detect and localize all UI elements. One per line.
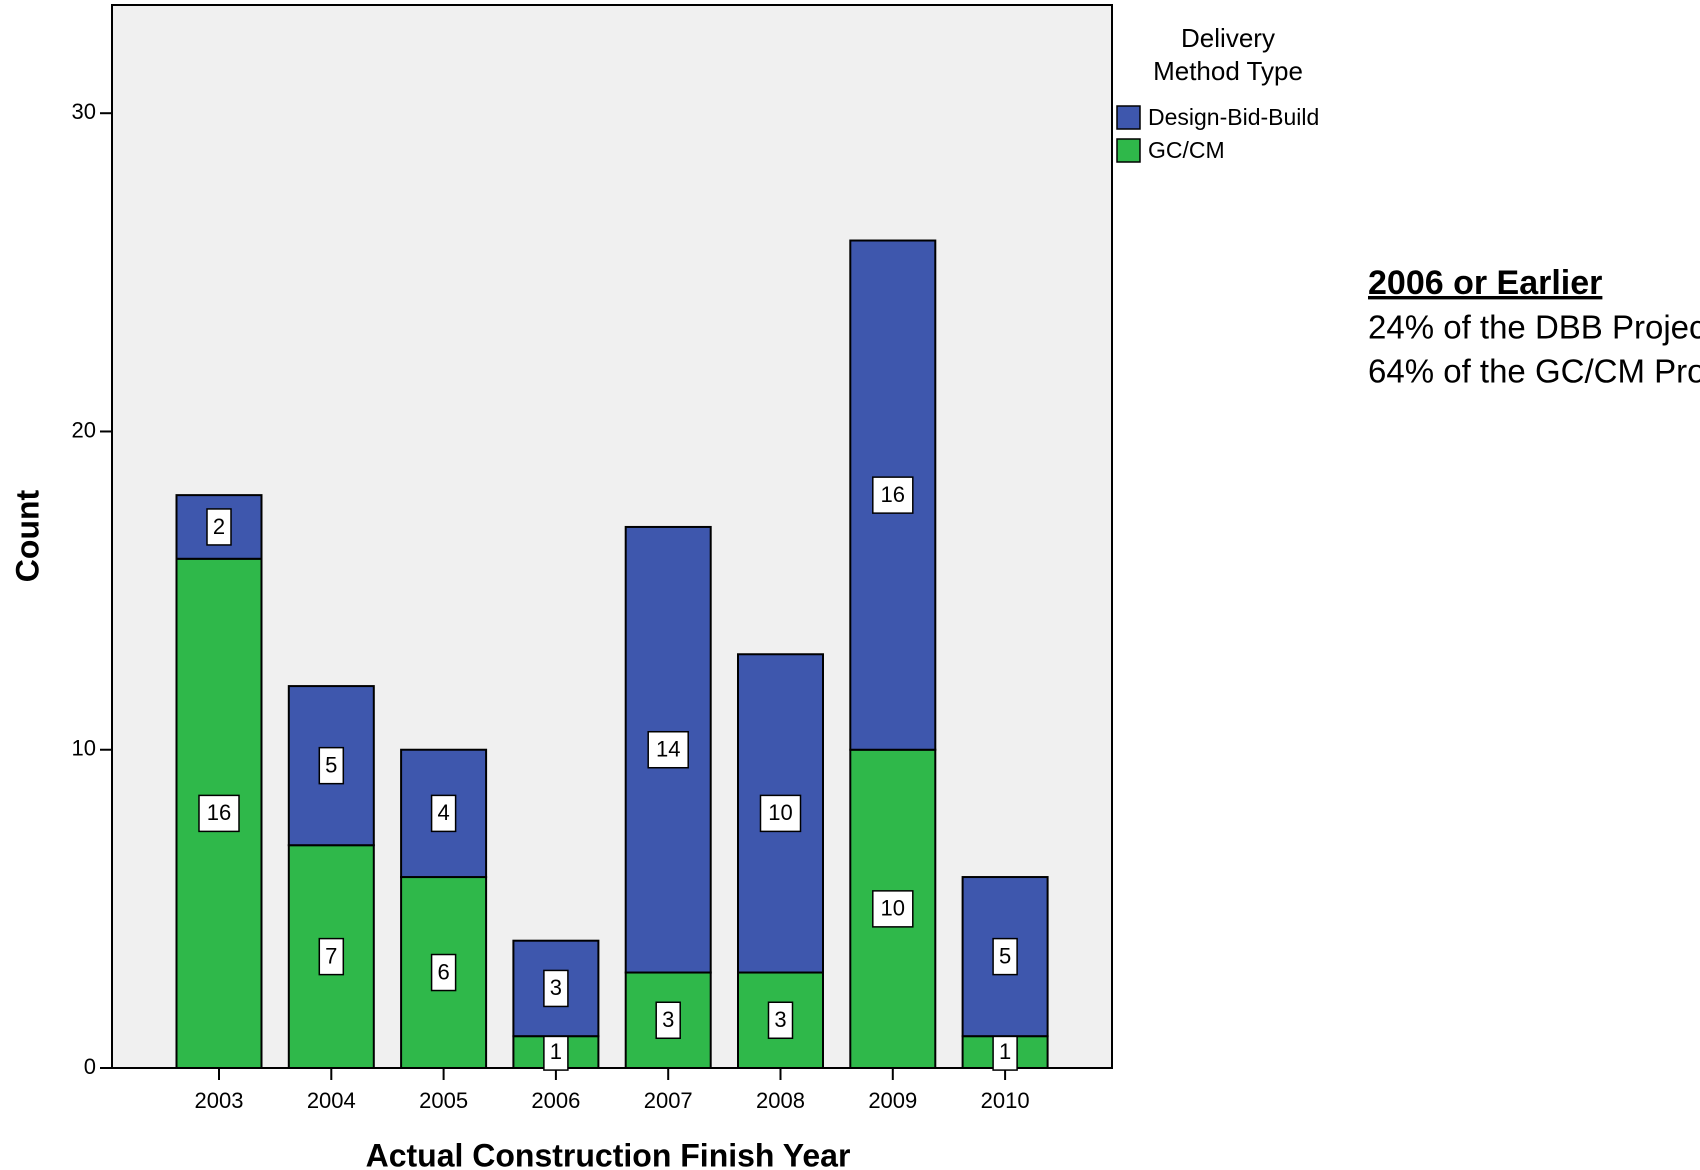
annotation-line: 24% of the DBB Projects <box>1368 309 1700 346</box>
value-label-box <box>992 937 1018 976</box>
value-label-box <box>318 937 345 976</box>
x-tick-label: 2005 <box>419 1088 468 1113</box>
value-label-box <box>872 890 914 928</box>
x-tick-label: 2004 <box>307 1088 356 1113</box>
legend-title: Delivery Method Type <box>1153 23 1303 86</box>
value-label: 14 <box>656 737 680 762</box>
value-label-box <box>647 730 689 769</box>
y-tick-label: 0 <box>84 1054 96 1079</box>
value-label: 10 <box>768 800 792 825</box>
annotation-line: 64% of the GC/CM Projects <box>1368 353 1700 390</box>
value-label: 2 <box>213 514 225 539</box>
value-label-box <box>318 746 345 785</box>
value-label: 4 <box>437 800 449 825</box>
legend-label: GC/CM <box>1148 137 1225 163</box>
legend-label: Design-Bid-Build <box>1148 104 1319 130</box>
x-tick-label: 2006 <box>531 1088 580 1113</box>
value-label: 1 <box>550 1039 562 1064</box>
value-label-box <box>198 794 240 833</box>
bar-segment <box>737 653 824 974</box>
x-tick-label: 2003 <box>195 1088 244 1113</box>
value-label: 7 <box>325 943 337 968</box>
value-label: 3 <box>550 975 562 1000</box>
value-label-box <box>872 476 914 514</box>
value-label-box <box>430 953 457 992</box>
y-tick-label: 30 <box>72 99 96 124</box>
value-label: 6 <box>437 959 449 984</box>
value-label: 1 <box>999 1039 1011 1064</box>
value-label-box <box>655 1001 681 1040</box>
value-label: 5 <box>325 752 337 777</box>
value-label-box <box>767 1001 794 1040</box>
x-axis-label: Actual Construction Finish Year <box>366 1137 851 1170</box>
value-label: 3 <box>662 1007 674 1032</box>
value-label: 16 <box>881 482 905 507</box>
y-axis-label: Count <box>9 489 45 582</box>
value-label: 5 <box>999 943 1011 968</box>
value-label-box <box>430 794 457 833</box>
legend-swatch <box>1116 105 1141 130</box>
annotation-heading: 2006 or Earlier <box>1368 264 1602 302</box>
x-tick-label: 2007 <box>644 1088 693 1113</box>
x-tick-label: 2009 <box>868 1088 917 1113</box>
value-label: 3 <box>774 1007 786 1032</box>
value-label: 16 <box>207 800 231 825</box>
x-tick-label: 2010 <box>981 1088 1030 1113</box>
y-tick-label: 20 <box>72 417 96 442</box>
plot-area <box>111 4 1113 1069</box>
value-label-box <box>206 508 232 546</box>
y-tick-label: 10 <box>72 736 96 761</box>
x-tick-label: 2008 <box>756 1088 805 1113</box>
legend-swatch <box>1116 138 1141 163</box>
value-label-box <box>759 794 802 833</box>
value-label-box <box>543 969 569 1008</box>
value-label: 10 <box>881 896 905 921</box>
